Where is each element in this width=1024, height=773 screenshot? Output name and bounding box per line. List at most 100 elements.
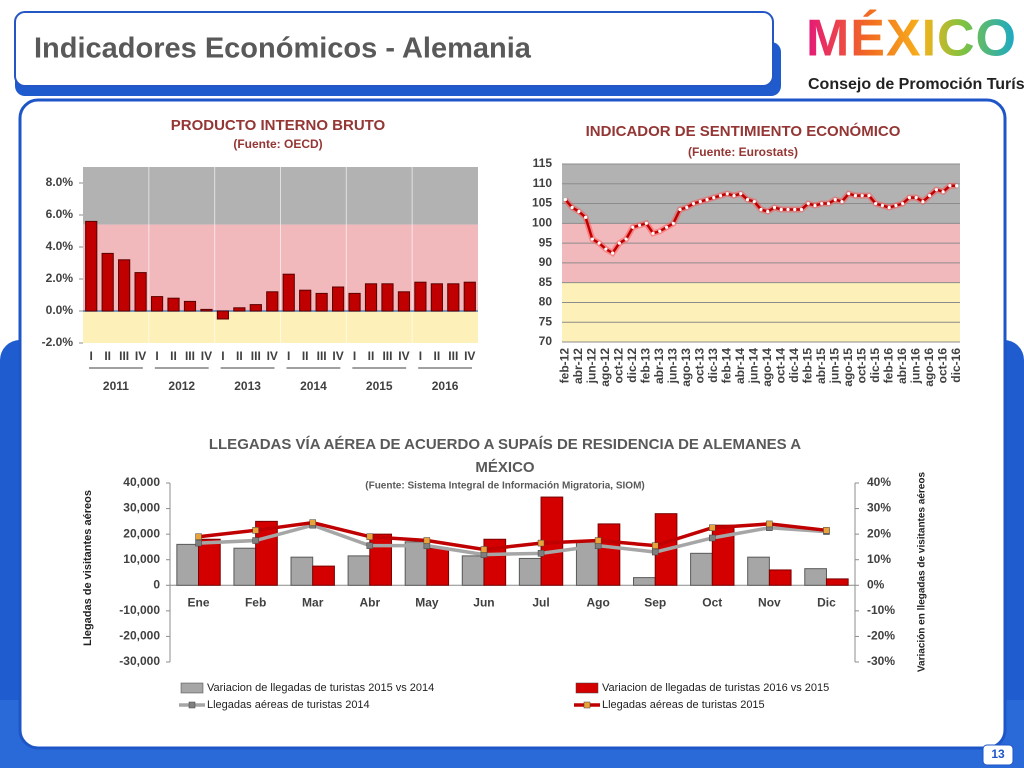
bar [369, 533, 392, 586]
page-number-box [982, 744, 1014, 766]
line-marker [678, 207, 682, 212]
line-marker [813, 203, 817, 208]
legend-swatch [575, 682, 599, 694]
line-marker [826, 201, 831, 206]
x-tick-label: feb-13 [638, 348, 652, 384]
y-tick-label: 0.0% [46, 303, 74, 317]
bar [299, 289, 312, 312]
line-marker [955, 184, 959, 188]
bar [597, 523, 621, 586]
x-tick-label: feb-15 [800, 348, 814, 384]
y2-tick-label: 20% [867, 526, 891, 540]
y-tick-label: 75 [539, 314, 553, 328]
line-marker [480, 546, 488, 553]
x-tick-label: II [368, 349, 375, 363]
bar [447, 283, 460, 312]
legend-swatch [180, 682, 204, 694]
line-marker [685, 205, 689, 210]
x-tick-label: jun-16 [908, 348, 922, 385]
line-marker [901, 201, 905, 206]
line-marker [252, 527, 259, 534]
line-marker [590, 237, 594, 241]
line-marker [195, 539, 202, 547]
x-tick-label: Oct [702, 595, 722, 609]
y-tick-label: 8.0% [46, 175, 74, 189]
x-tick-label: Ago [586, 595, 609, 609]
bar [633, 577, 656, 586]
y-tick-label: 105 [532, 196, 552, 210]
x-tick-label: oct-14 [773, 348, 787, 384]
x-tick-label: abr-14 [733, 348, 747, 384]
line-marker [914, 196, 918, 200]
line-marker [799, 207, 804, 212]
y-tick-label: 6.0% [46, 207, 74, 221]
bar [690, 552, 713, 586]
line-marker [840, 199, 844, 204]
line-marker [823, 527, 830, 534]
legend-label: Variacion de llegadas de turistas 2016 v… [602, 682, 829, 694]
group-label: 2012 [168, 379, 195, 393]
x-tick-label: Ene [188, 595, 210, 609]
y2-tick-label: 0% [867, 577, 885, 591]
bar [167, 297, 180, 312]
x-tick-label: I [419, 349, 422, 363]
line-marker [941, 190, 945, 194]
bar [381, 283, 394, 312]
y-tick-label: -30,000 [119, 654, 160, 668]
group-label: 2016 [432, 379, 459, 393]
y-axis-label: Llegadas de visitantes aéreos [82, 490, 94, 646]
y-tick-label: 2.0% [46, 271, 74, 285]
line-marker [610, 251, 615, 255]
group-label: 2011 [103, 379, 129, 393]
x-tick-label: Mar [302, 595, 324, 609]
y2-tick-label: 10% [867, 552, 891, 566]
bar [85, 220, 98, 312]
x-tick-label: jun-12 [585, 348, 599, 385]
line [198, 520, 827, 552]
x-tick-label: Abr [359, 595, 380, 609]
line-marker [887, 205, 891, 210]
y2-axis-label: Variación en llegadas de visitantes aére… [917, 472, 928, 673]
bar [312, 565, 335, 586]
legend-marker [583, 701, 591, 709]
x-tick-label: oct-12 [612, 348, 626, 384]
bar [134, 272, 147, 312]
line-marker [570, 205, 574, 210]
x-tick-label: III [119, 349, 129, 363]
line-marker [563, 198, 567, 202]
line-marker [934, 188, 938, 192]
bar [176, 543, 200, 586]
line-marker [671, 221, 675, 225]
line-marker [604, 247, 608, 251]
y-tick-label: 80 [539, 295, 553, 309]
line-marker [867, 194, 871, 198]
group-label: 2015 [366, 379, 393, 393]
line-marker [631, 225, 635, 229]
line-marker [366, 542, 374, 549]
x-tick-label: II [236, 349, 243, 363]
line-marker [853, 194, 858, 198]
line-marker [847, 192, 851, 196]
background-band [562, 282, 960, 342]
y2-tick-label: -30% [867, 654, 895, 668]
x-tick-label: ago-12 [598, 348, 612, 387]
line-marker [745, 198, 750, 202]
bar [414, 281, 427, 312]
line-marker [366, 533, 374, 540]
line-marker [644, 221, 648, 225]
x-tick-label: abr-16 [895, 348, 909, 384]
bar [747, 556, 770, 586]
x-tick-label: I [287, 349, 290, 363]
bar [804, 568, 827, 586]
bar [282, 273, 295, 312]
x-tick-label: IV [398, 349, 409, 363]
line-marker [921, 199, 925, 204]
line-marker [577, 209, 581, 214]
logo-subtitle: Consejo de Promoción Turística [808, 76, 1024, 93]
x-tick-label: dic-14 [787, 348, 801, 383]
x-tick-label: III [448, 349, 458, 363]
bar [364, 283, 378, 312]
x-tick-label: dic-16 [949, 348, 963, 383]
bar [200, 308, 213, 312]
